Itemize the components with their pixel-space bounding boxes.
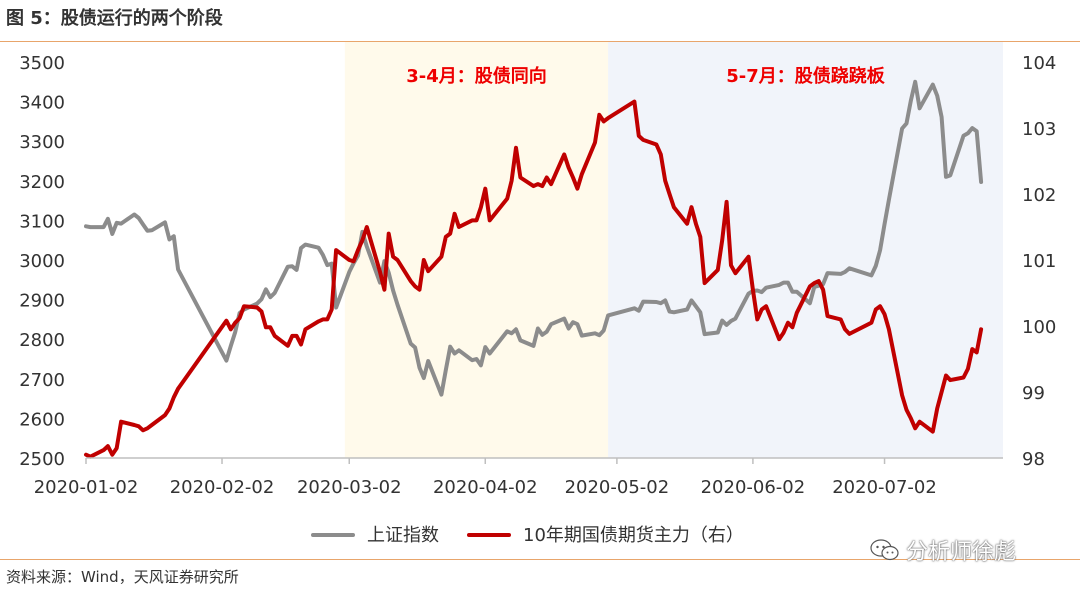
axes-layer: 2020-01-02 2020-02-02 2020-03-02 2020-04-02… [19, 53, 1056, 498]
x-tick-label: 2020-05-02 [565, 477, 670, 498]
period-annotation-2: 5-7月：股债跷跷板 [726, 65, 886, 87]
header-rule [0, 41, 1080, 42]
chat-bubbles-icon [870, 539, 899, 561]
y-right-tick-label: 100 [1022, 317, 1056, 338]
y-left-tick-label: 3000 [19, 251, 65, 272]
page-title: 图 5：股债运行的两个阶段 [6, 8, 223, 29]
y-right-tick-label: 98 [1022, 449, 1045, 470]
y-left-tick-label: 3500 [19, 53, 65, 74]
x-tick-label: 2020-04-02 [433, 477, 538, 498]
footer-rule [0, 559, 1080, 560]
watermark: 分析师徐彪 [870, 534, 1016, 566]
series-line-2 [84, 99, 984, 459]
y-left-tick-label: 2500 [19, 449, 65, 470]
legend-label-1: 上证指数 [367, 525, 439, 546]
legend: 上证指数 10年期国债期货主力（右） [311, 525, 744, 546]
x-tick-label: 2020-01-02 [34, 477, 139, 498]
series-layer [84, 79, 984, 459]
y-left-tick-label: 3200 [19, 172, 65, 193]
y-left-tick-label: 2800 [19, 330, 65, 351]
legend-label-2: 10年期国债期货主力（右） [523, 525, 744, 546]
y-left-tick-label: 2700 [19, 370, 65, 391]
x-tick-label: 2020-03-02 [297, 477, 402, 498]
source-note: 资料来源：Wind，天风证券研究所 [6, 568, 239, 586]
y-right-tick-label: 99 [1022, 383, 1045, 404]
annotation-layer: 3-4月：股债同向 5-7月：股债跷跷板 [406, 65, 886, 87]
y-left-tick-label: 3400 [19, 93, 65, 114]
y-left-tick-label: 3300 [19, 132, 65, 153]
x-tick-label: 2020-07-02 [832, 477, 937, 498]
y-right-tick-label: 104 [1022, 53, 1056, 74]
y-right-tick-label: 103 [1022, 119, 1056, 140]
watermark-text: 分析师徐彪 [906, 540, 1017, 565]
x-tick-label: 2020-02-02 [170, 477, 275, 498]
period-band-2 [608, 42, 1003, 458]
y-left-tick-label: 3100 [19, 211, 65, 232]
series-line-1 [84, 79, 984, 397]
y-right-tick-label: 102 [1022, 185, 1056, 206]
y-left-tick-label: 2600 [19, 409, 65, 430]
y-left-tick-label: 2900 [19, 291, 65, 312]
period-band-1 [344, 42, 609, 458]
x-tick-label: 2020-06-02 [701, 477, 806, 498]
period-annotation-1: 3-4月：股债同向 [406, 65, 547, 87]
y-right-tick-label: 101 [1022, 251, 1056, 272]
